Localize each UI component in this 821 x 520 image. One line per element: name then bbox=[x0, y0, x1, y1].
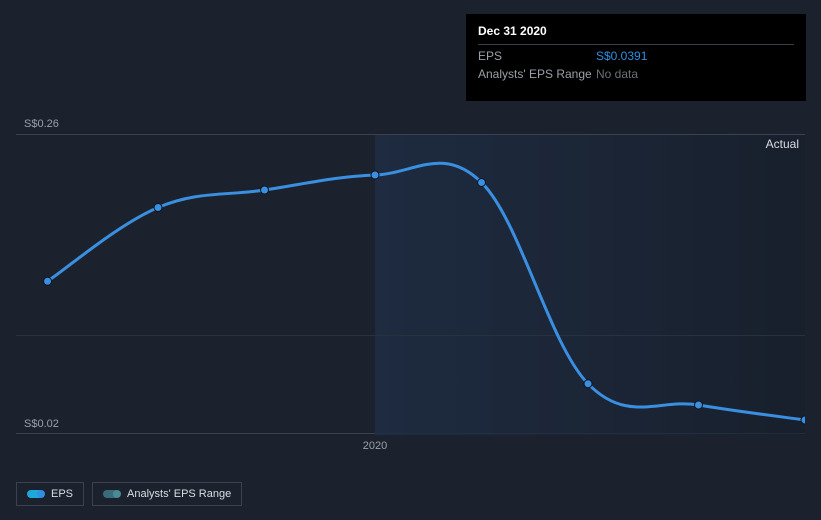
y-axis-top-label: S$0.26 bbox=[24, 118, 59, 130]
data-point[interactable] bbox=[44, 277, 52, 285]
tooltip-row-value: No data bbox=[596, 67, 638, 81]
tooltip-row: EPSS$0.0391 bbox=[478, 45, 794, 63]
legend-swatch-icon bbox=[103, 490, 119, 498]
tooltip-row-label: Analysts' EPS Range bbox=[478, 67, 596, 81]
legend-item-label: EPS bbox=[51, 488, 73, 500]
tooltip-row: Analysts' EPS RangeNo data bbox=[478, 63, 794, 81]
data-point[interactable] bbox=[154, 204, 162, 212]
tooltip-row-label: EPS bbox=[478, 49, 596, 63]
chart-tooltip: Dec 31 2020 EPSS$0.0391Analysts' EPS Ran… bbox=[466, 14, 806, 101]
data-point[interactable] bbox=[584, 380, 592, 388]
tooltip-date: Dec 31 2020 bbox=[478, 24, 794, 45]
plot-area: Actual bbox=[16, 134, 805, 434]
eps-line bbox=[48, 163, 805, 420]
legend-swatch-icon bbox=[27, 490, 43, 498]
legend-item-label: Analysts' EPS Range bbox=[127, 488, 231, 500]
data-point[interactable] bbox=[801, 416, 805, 424]
legend-item-analysts-eps-range[interactable]: Analysts' EPS Range bbox=[92, 482, 242, 506]
x-axis-label: 2020 bbox=[363, 440, 387, 452]
chart-legend: EPS Analysts' EPS Range bbox=[16, 482, 242, 506]
line-series-svg bbox=[16, 135, 805, 435]
data-point[interactable] bbox=[261, 186, 269, 194]
data-point[interactable] bbox=[371, 171, 379, 179]
legend-item-eps[interactable]: EPS bbox=[16, 482, 84, 506]
data-point[interactable] bbox=[478, 179, 486, 187]
eps-chart: S$0.26 S$0.02 Actual 2020 bbox=[16, 120, 805, 450]
tooltip-row-value: S$0.0391 bbox=[596, 49, 647, 63]
data-point[interactable] bbox=[694, 401, 702, 409]
